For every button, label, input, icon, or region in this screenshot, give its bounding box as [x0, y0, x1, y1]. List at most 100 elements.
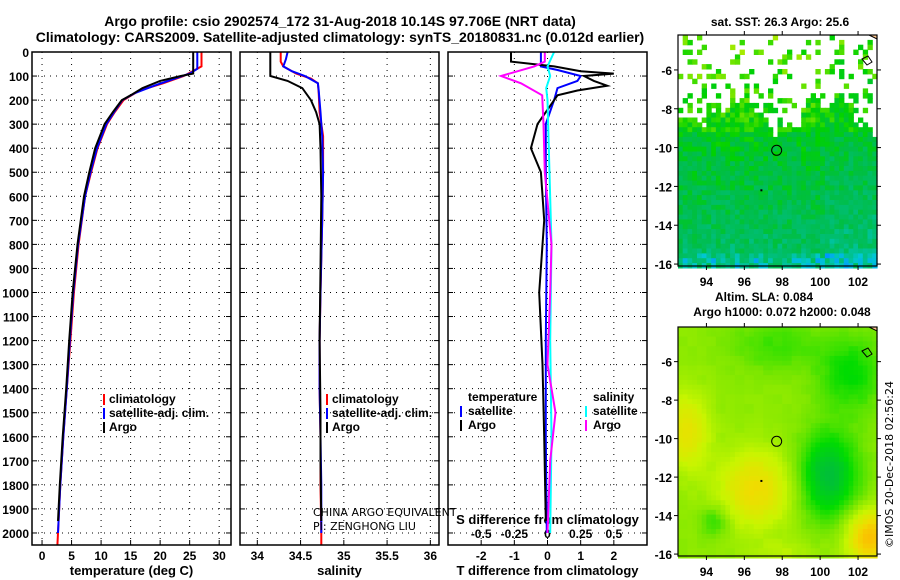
map-cell: [763, 102, 769, 109]
map-cell: [749, 543, 755, 549]
map-cell: [715, 389, 722, 395]
map-cell: [801, 122, 807, 128]
map-cell: [867, 195, 873, 201]
map-cell: [697, 185, 703, 191]
map-cell: [730, 243, 736, 250]
map-cell: [815, 442, 821, 448]
map-cell: [734, 529, 741, 535]
map-cell: [843, 548, 850, 554]
map-cell: [829, 408, 835, 415]
map-cell: [725, 195, 731, 201]
map-cell: [692, 456, 698, 463]
map-cell: [872, 423, 878, 429]
map-cell: [820, 170, 826, 177]
map-cell: [815, 234, 821, 240]
map-cell: [867, 476, 873, 482]
map-cell: [801, 253, 807, 259]
map-cell: [715, 102, 722, 109]
map-cell: [763, 327, 769, 333]
map-cell: [867, 243, 873, 250]
map-cell: [829, 195, 835, 201]
map-cell: [692, 389, 698, 395]
map-cell: [787, 370, 793, 376]
map-cell: [843, 461, 850, 468]
map-cell: [739, 248, 745, 254]
map-cell: [753, 238, 760, 245]
map-cell: [715, 156, 722, 162]
map-cell: [697, 195, 703, 201]
map-cell: [725, 136, 731, 143]
map-cell: [777, 59, 783, 65]
map-cell: [791, 529, 797, 535]
map-cell: [862, 355, 869, 362]
map-cell: [678, 248, 684, 254]
depth-tick-label: 1900: [2, 503, 29, 517]
map-cell: [801, 524, 807, 530]
map-cell: [744, 117, 750, 123]
map-cell: [848, 234, 854, 240]
map-cell: [858, 360, 864, 367]
map-cell: [739, 360, 745, 367]
map-cell: [706, 107, 712, 114]
map-cell: [768, 480, 774, 487]
map-cell: [697, 476, 703, 482]
map-cell: [687, 243, 693, 250]
map-cell: [682, 490, 688, 496]
map-cell: [815, 389, 821, 395]
map-cell: [777, 505, 783, 511]
map-cell: [829, 428, 835, 434]
map-cell: [820, 490, 826, 496]
map-cell: [725, 399, 731, 405]
map-cell: [862, 476, 869, 482]
map-cell: [720, 423, 726, 429]
map-cell: [772, 170, 779, 177]
map-cell: [730, 480, 736, 487]
map-cell: [787, 136, 793, 143]
map-cell: [834, 351, 840, 357]
map-cell: [858, 59, 864, 65]
map-cell: [843, 408, 850, 415]
map-cell: [791, 180, 797, 186]
map-cell: [711, 190, 717, 196]
map-cell: [824, 122, 831, 128]
map-cell: [763, 360, 769, 367]
map-cell: [791, 432, 797, 439]
map-cell: [697, 394, 703, 400]
map-cell: [744, 505, 750, 511]
map-cell: [734, 327, 741, 333]
map-cell: [715, 166, 722, 172]
map-cell: [725, 384, 731, 391]
map-cell: [692, 375, 698, 381]
map-cell: [706, 495, 712, 501]
map-cell: [872, 214, 878, 220]
map-cell: [768, 238, 774, 245]
map-cell: [749, 258, 755, 264]
map-cell: [782, 151, 788, 157]
map-cell: [820, 432, 826, 439]
map-cell: [848, 379, 854, 386]
map-cell: [692, 408, 698, 415]
map-cell: [768, 107, 774, 114]
map-cell: [739, 219, 745, 225]
map-cell: [810, 399, 816, 405]
map-cell: [682, 476, 688, 482]
map-cell: [768, 476, 774, 482]
map-cell: [782, 456, 788, 463]
map-cell: [839, 452, 845, 458]
map-cell: [848, 170, 854, 177]
map-cell: [820, 166, 826, 172]
map-cell: [815, 49, 821, 55]
map-cell: [834, 156, 840, 162]
sla-map-title: Altim. SLA: 0.084: [715, 290, 813, 304]
map-cell: [768, 509, 774, 516]
map-cell: [706, 248, 712, 254]
map-cell: [772, 466, 779, 472]
map-cell: [834, 428, 840, 434]
map-cell: [858, 447, 864, 453]
map-cell: [692, 394, 698, 400]
map-cell: [843, 529, 850, 535]
map-cell: [701, 375, 707, 381]
map-cell: [829, 452, 835, 458]
map-cell: [824, 253, 831, 259]
map-cell: [692, 505, 698, 511]
